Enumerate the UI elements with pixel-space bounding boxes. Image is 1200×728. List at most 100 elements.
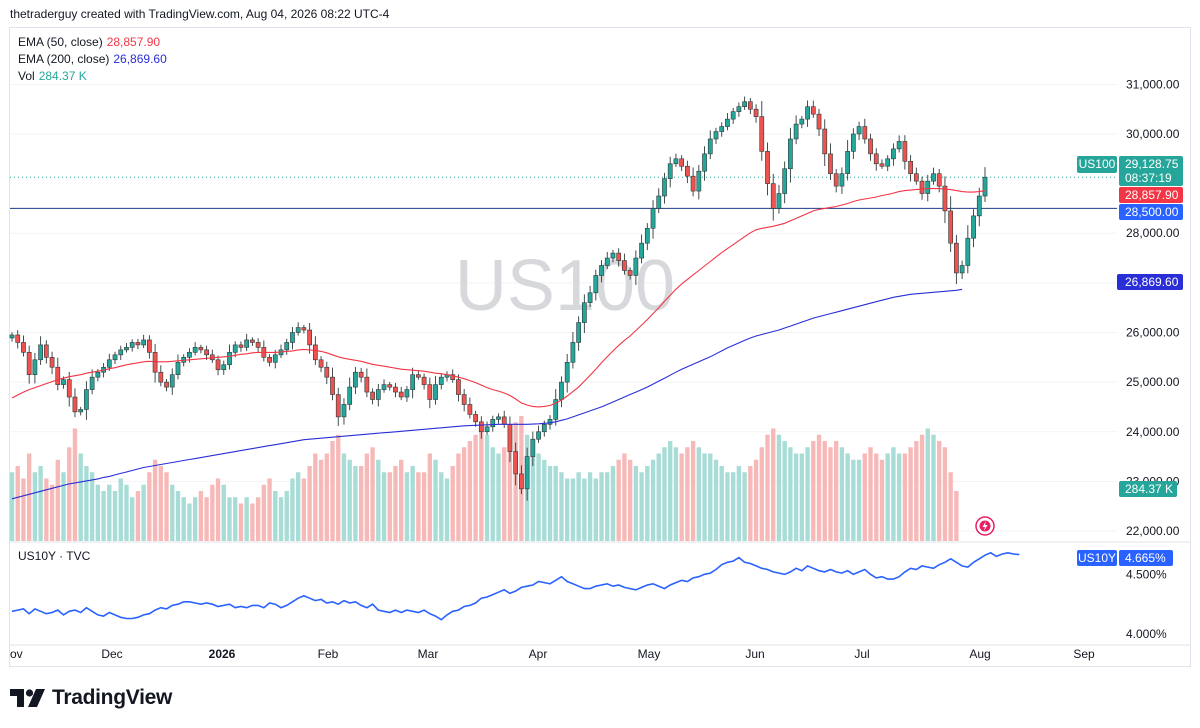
volume-bar: [227, 497, 232, 541]
volume-bar: [633, 466, 639, 541]
volume-bar: [919, 434, 925, 541]
volume-bar: [542, 459, 547, 541]
volume-bar: [765, 434, 770, 541]
candle-body: [570, 342, 576, 363]
volume-bar: [484, 434, 490, 541]
candle-body: [524, 456, 530, 490]
badge-hline-text: 28,500.00: [1125, 205, 1179, 219]
volume-bar: [553, 466, 558, 541]
volume-bar: [261, 484, 267, 541]
chart-frame: [9, 27, 1191, 667]
volume-bar: [278, 497, 284, 541]
candle-body: [622, 260, 627, 271]
candle-body: [169, 374, 175, 388]
price-tick-label: 25,000.00: [1126, 375, 1180, 389]
candle-body: [604, 257, 610, 266]
volume-bar: [112, 491, 118, 541]
volume-bar: [467, 441, 473, 541]
volume-bar: [393, 466, 398, 541]
candle-body: [547, 419, 553, 425]
time-tick-label: Feb: [318, 647, 339, 661]
candle-body: [38, 344, 43, 361]
badge-volume: 284.37 K: [1119, 481, 1177, 497]
volume-bar: [21, 478, 26, 541]
candle-body: [66, 379, 72, 398]
candle-body: [393, 386, 398, 393]
volume-bar: [15, 466, 20, 541]
volume-bar: [147, 472, 152, 541]
candle-body: [198, 347, 204, 351]
volume-bar: [444, 478, 450, 541]
volume-bar: [645, 466, 650, 541]
volume-bar: [839, 447, 845, 541]
candle-body: [633, 257, 639, 276]
tradingview-logo[interactable]: TradingView: [10, 686, 172, 710]
legend-ema200[interactable]: EMA (200, close) 26,869.60: [18, 52, 167, 66]
candle-body: [112, 354, 118, 361]
candle-body: [959, 265, 965, 274]
candle-body: [707, 138, 713, 155]
volume-bar: [404, 472, 410, 541]
candle-body: [295, 327, 301, 333]
badge-last-price: 29,128.75 08:37:19: [1119, 156, 1183, 186]
candle-body: [238, 344, 244, 348]
volume-bar: [44, 478, 49, 541]
us10y-pane-title[interactable]: US10Y · TVC: [18, 549, 91, 563]
candle-body: [948, 210, 954, 244]
candle-body: [845, 151, 850, 174]
volume-bar: [61, 472, 66, 541]
volume-bar: [547, 466, 553, 541]
candle-body: [610, 252, 616, 259]
candle-body: [456, 379, 461, 395]
candle-body: [358, 371, 364, 378]
legend-volume[interactable]: Vol 284.37 K: [18, 69, 87, 83]
candle-body: [759, 116, 765, 152]
candle-body: [747, 101, 753, 110]
candle-body: [370, 391, 375, 400]
candle-body: [330, 376, 335, 395]
badge-countdown-text: 08:37:19: [1125, 171, 1172, 185]
volume-bar: [673, 447, 679, 541]
candle-body: [433, 384, 438, 400]
candle-body: [667, 163, 673, 179]
candle-body: [839, 173, 845, 187]
volume-bar: [381, 472, 387, 541]
lightning-icon[interactable]: [975, 516, 995, 536]
volume-bar: [107, 484, 112, 541]
badge-ema200: 26,869.60: [1117, 274, 1183, 290]
candle-body: [147, 339, 152, 353]
candle-body: [581, 302, 587, 323]
volume-bar: [416, 472, 421, 541]
volume-bar: [822, 441, 827, 541]
volume-bar: [496, 453, 501, 541]
volume-bar: [181, 497, 186, 541]
candle-body: [84, 389, 89, 410]
volume-bar: [376, 459, 381, 541]
volume-bar: [158, 466, 163, 541]
volume-bar: [192, 497, 198, 541]
volume-bar: [690, 441, 696, 541]
volume-bar: [296, 472, 301, 541]
candle-body: [129, 342, 135, 348]
volume-bar: [507, 428, 513, 541]
us10y-line: [11, 551, 1020, 621]
candle-body: [43, 344, 49, 358]
volume-bar: [816, 434, 822, 541]
candle-body: [644, 227, 650, 244]
candle-body: [398, 391, 404, 398]
volume-bar: [353, 466, 358, 541]
candle-body: [559, 381, 564, 400]
volume-bar: [605, 472, 610, 541]
candle-body: [215, 359, 221, 371]
volume-bar: [730, 472, 736, 541]
volume-bar: [250, 503, 255, 541]
volume-bar: [421, 472, 427, 541]
candle-body: [799, 118, 805, 125]
candle-body: [862, 126, 868, 140]
volume-bar: [502, 447, 507, 541]
volume-bar: [118, 478, 123, 541]
legend-ema50[interactable]: EMA (50, close) 28,857.90: [18, 35, 160, 49]
volume-bar: [456, 453, 461, 541]
candle-body: [375, 389, 381, 400]
